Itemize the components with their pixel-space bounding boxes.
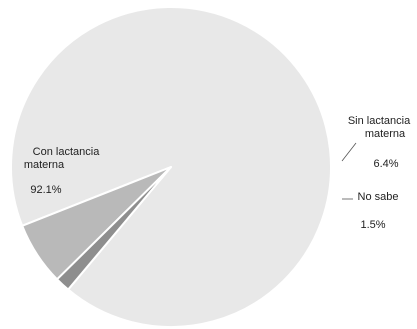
slice-label-sin-lactancia-line-2: materna <box>365 128 406 140</box>
pie-slice-2 <box>56 166 172 291</box>
leader-line-sin-lactancia <box>341 142 357 162</box>
slice-value-sin-lactancia: 6.4% <box>373 158 398 170</box>
slice-label-con-lactancia-line-2: materna <box>24 159 65 171</box>
slice-value-no-sabe: 1.5% <box>360 219 385 231</box>
slice-label-con-lactancia-line-1: Con lactancia <box>33 146 101 158</box>
slice-label-sin-lactancia-line-1: Sin lactancia <box>348 115 411 127</box>
slice-value-con-lactancia: 92.1% <box>30 184 61 196</box>
slice-label-no-sabe: No sabe <box>358 191 399 203</box>
pie-slices <box>10 6 332 328</box>
